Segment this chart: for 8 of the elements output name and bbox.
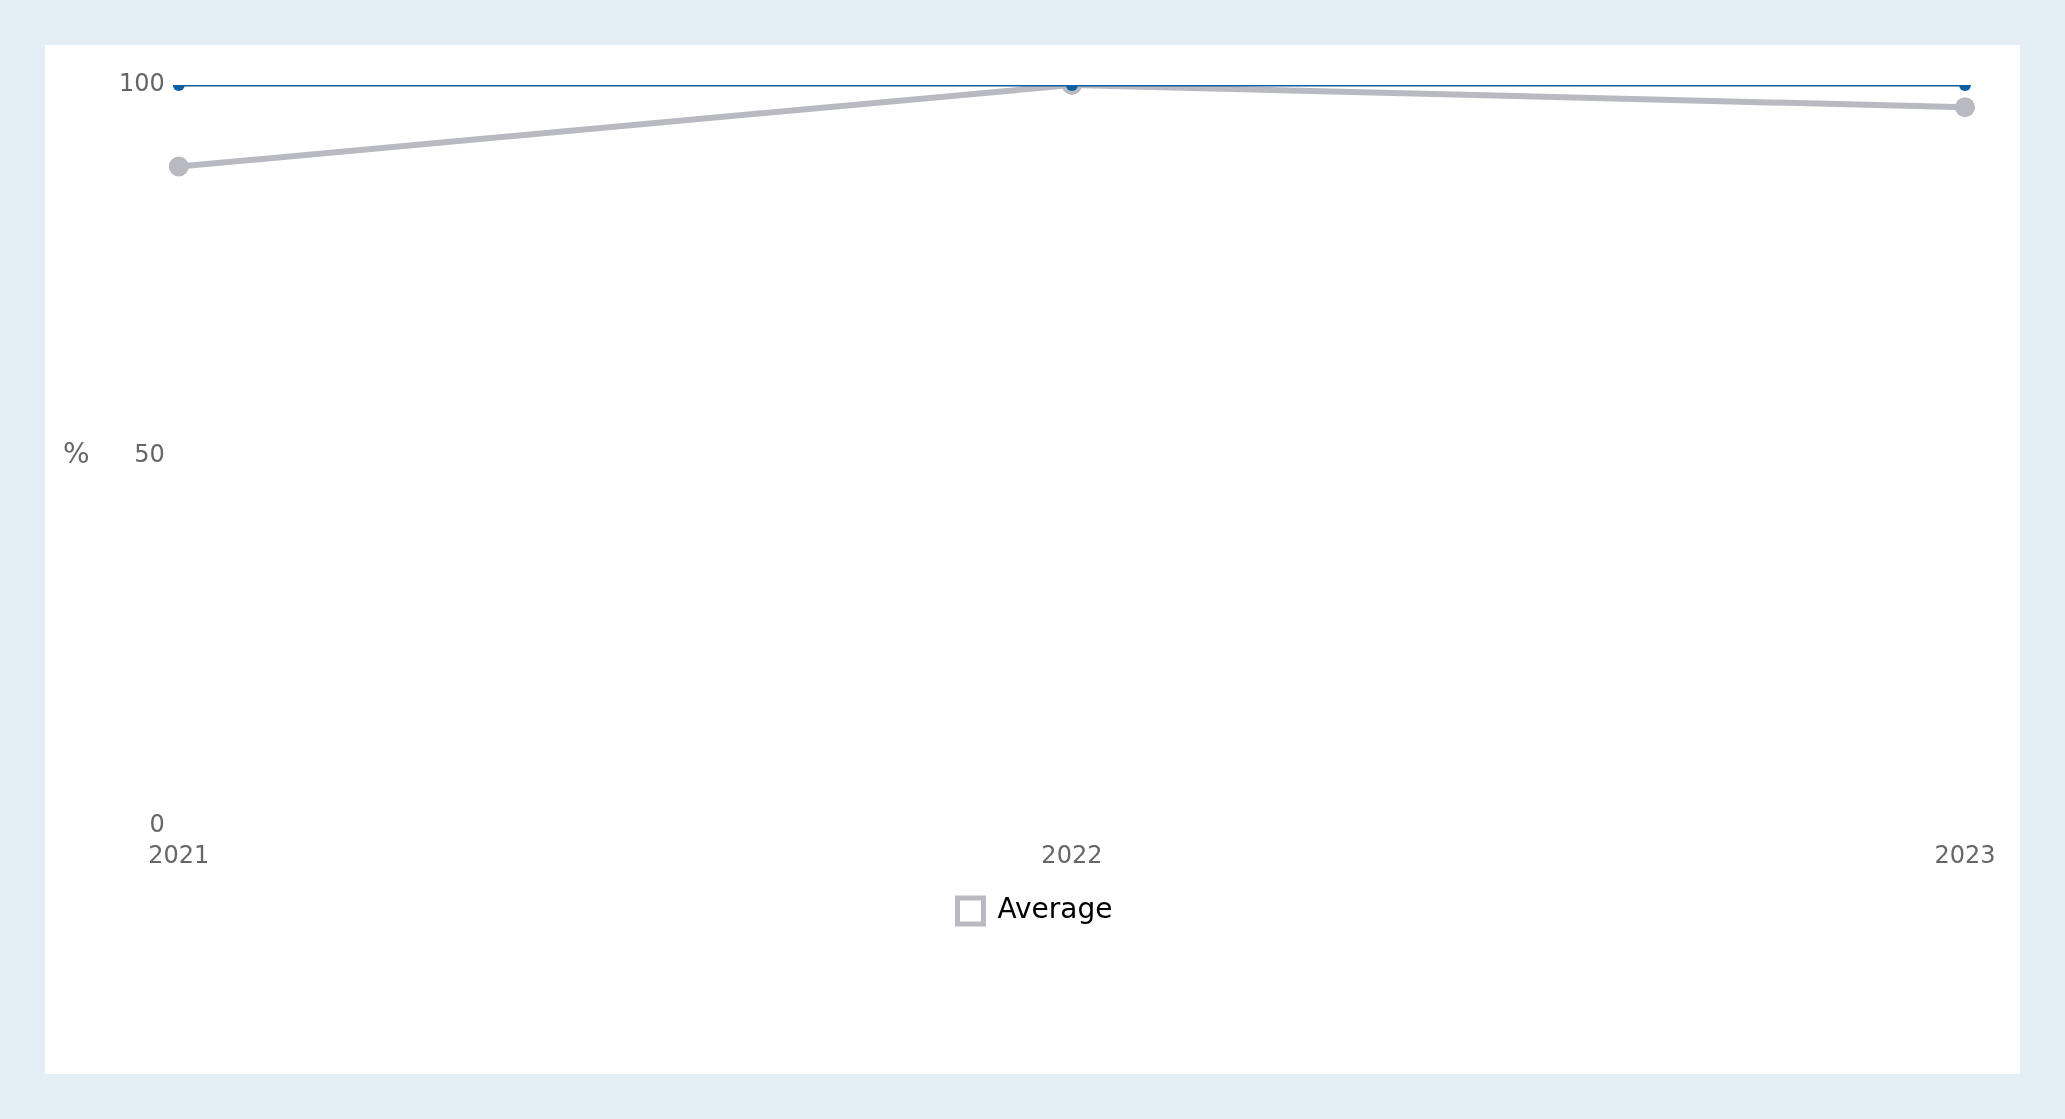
- y-axis-title: %: [63, 436, 90, 470]
- x-tick-label: 2022: [1041, 840, 1103, 869]
- x-tick-label: 2023: [1934, 840, 1996, 869]
- legend-label: Average: [997, 892, 1113, 926]
- y-tick-label: 0: [149, 810, 165, 839]
- x-tick-label: 2021: [148, 840, 210, 869]
- y-tick-label: 50: [134, 439, 165, 468]
- y-tick-label: 100: [119, 69, 165, 98]
